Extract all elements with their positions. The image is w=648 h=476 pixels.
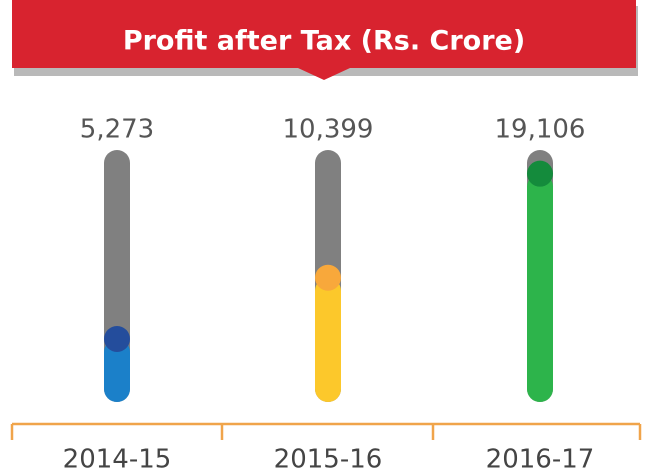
- chart-title: Profit after Tax (Rs. Crore): [123, 26, 525, 57]
- bar: [104, 338, 130, 402]
- x-tick-label: 2016-17: [486, 445, 595, 475]
- value-label: 5,273: [80, 115, 154, 145]
- x-tick-label: 2015-16: [274, 445, 383, 475]
- bar: [527, 173, 553, 402]
- value-label: 19,106: [495, 115, 586, 145]
- title-banner: [12, 0, 636, 80]
- value-label: 10,399: [283, 115, 374, 145]
- bar: [315, 277, 341, 402]
- bar-marker: [104, 325, 130, 352]
- bar-marker: [315, 264, 341, 291]
- bar-marker: [527, 160, 553, 187]
- x-axis: [10, 422, 642, 440]
- x-tick-label: 2014-15: [63, 445, 172, 475]
